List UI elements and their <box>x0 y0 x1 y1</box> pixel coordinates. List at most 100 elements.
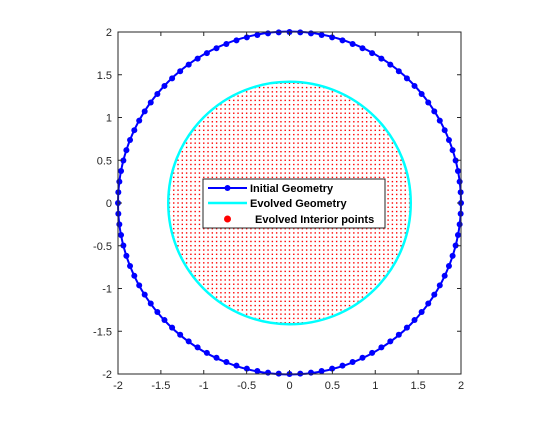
interior-point <box>391 168 394 170</box>
interior-point <box>378 168 381 170</box>
initial-geometry-marker <box>194 344 201 351</box>
interior-point <box>224 168 226 170</box>
interior-point <box>258 309 261 311</box>
interior-point <box>245 227 248 230</box>
initial-geometry-marker <box>369 349 376 356</box>
interior-point <box>215 270 218 273</box>
interior-point <box>198 245 201 247</box>
interior-point <box>404 176 406 179</box>
initial-geometry-marker <box>136 282 143 289</box>
interior-point <box>344 151 346 153</box>
interior-point <box>288 95 291 97</box>
interior-point <box>181 240 184 243</box>
interior-point <box>254 236 256 238</box>
interior-point <box>310 121 312 123</box>
interior-point <box>263 313 265 315</box>
interior-point <box>228 236 231 238</box>
interior-point <box>305 99 308 102</box>
interior-point <box>305 309 308 311</box>
interior-point <box>344 287 346 290</box>
interior-point <box>357 279 359 281</box>
interior-point <box>284 240 286 243</box>
interior-point <box>365 129 368 132</box>
interior-point <box>198 270 201 273</box>
interior-point <box>361 232 364 234</box>
interior-point <box>207 146 209 149</box>
interior-point <box>280 151 282 153</box>
interior-point <box>288 227 291 230</box>
interior-point <box>284 116 286 119</box>
interior-point <box>310 142 312 144</box>
interior-point <box>271 125 274 127</box>
interior-point <box>391 210 394 213</box>
interior-point <box>331 159 334 161</box>
interior-point <box>301 121 304 123</box>
interior-point <box>211 121 214 123</box>
interior-point <box>391 206 394 208</box>
interior-point <box>211 274 214 277</box>
interior-point <box>190 176 192 179</box>
interior-point <box>258 146 261 149</box>
interior-point <box>331 151 334 153</box>
interior-point <box>293 82 295 84</box>
interior-point <box>181 202 184 204</box>
interior-point <box>237 108 239 110</box>
interior-point <box>331 300 334 303</box>
interior-point <box>271 176 274 179</box>
interior-point <box>267 146 269 149</box>
interior-point <box>245 245 248 247</box>
interior-point <box>263 91 265 93</box>
interior-point <box>173 202 175 204</box>
interior-point <box>361 172 364 174</box>
interior-point <box>395 172 398 174</box>
interior-point <box>404 185 406 187</box>
interior-point <box>194 142 196 144</box>
interior-point <box>203 151 205 153</box>
interior-point <box>237 146 239 149</box>
interior-point <box>297 112 299 114</box>
interior-point <box>335 159 338 161</box>
interior-point <box>340 142 342 144</box>
interior-point <box>323 116 325 119</box>
interior-point <box>267 86 269 89</box>
interior-point <box>258 313 261 315</box>
x-tick-label: -0.5 <box>237 380 256 392</box>
interior-point <box>301 103 304 106</box>
interior-point <box>293 240 295 243</box>
interior-point <box>310 95 312 97</box>
y-tick-label: 0 <box>106 198 112 210</box>
interior-point <box>310 253 312 255</box>
interior-point <box>331 133 334 136</box>
interior-point <box>353 245 355 247</box>
interior-point <box>297 95 299 97</box>
interior-point <box>254 91 256 93</box>
interior-point <box>293 232 295 234</box>
interior-point <box>301 279 304 281</box>
interior-point <box>301 129 304 132</box>
interior-point <box>391 245 394 247</box>
initial-geometry-marker <box>203 50 210 57</box>
interior-point <box>370 146 372 149</box>
interior-point <box>254 133 256 136</box>
initial-geometry-marker <box>131 272 138 279</box>
interior-point <box>314 151 316 153</box>
interior-point <box>275 176 278 179</box>
interior-point <box>301 159 304 161</box>
interior-point <box>387 168 389 170</box>
interior-point <box>348 176 351 179</box>
interior-point <box>400 215 402 217</box>
interior-point <box>318 313 321 315</box>
interior-point <box>245 309 248 311</box>
interior-point <box>344 176 346 179</box>
interior-point <box>224 142 226 144</box>
y-tick-label: -1.5 <box>93 326 112 338</box>
interior-point <box>353 253 355 255</box>
interior-point <box>233 227 235 230</box>
interior-point <box>245 125 248 127</box>
interior-point <box>198 215 201 217</box>
interior-point <box>233 159 235 161</box>
interior-point <box>245 121 248 123</box>
interior-point <box>395 176 398 179</box>
interior-point <box>340 103 342 106</box>
interior-point <box>177 176 179 179</box>
